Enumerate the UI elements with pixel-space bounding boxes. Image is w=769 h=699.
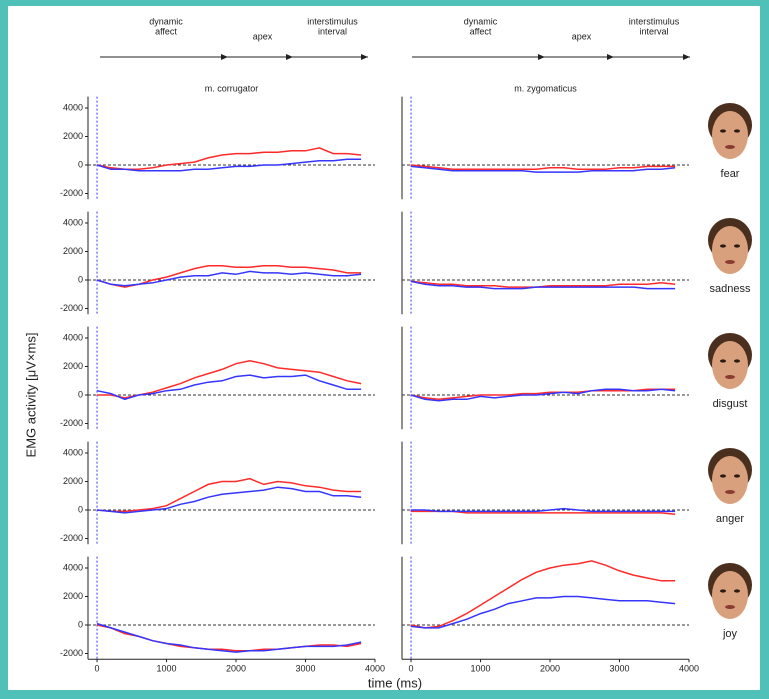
series-line bbox=[410, 164, 676, 171]
phase-label: interval bbox=[318, 26, 347, 36]
phase-label: apex bbox=[572, 31, 592, 41]
face bbox=[712, 571, 748, 619]
phase-label: interstimulus bbox=[307, 16, 358, 26]
y-tick-label: -2000 bbox=[60, 188, 83, 198]
x-tick-label: 1000 bbox=[157, 664, 177, 674]
y-tick-label: 4000 bbox=[63, 217, 83, 227]
series-line bbox=[96, 622, 362, 653]
series-line bbox=[96, 158, 362, 172]
phase-label: apex bbox=[253, 31, 273, 41]
face-mouth bbox=[725, 490, 735, 494]
face-mouth bbox=[725, 605, 735, 609]
y-tick-label: 4000 bbox=[63, 332, 83, 342]
face-eye bbox=[734, 129, 740, 133]
face-mouth bbox=[725, 145, 735, 149]
face-mouth bbox=[725, 260, 735, 264]
face-eye bbox=[734, 244, 740, 248]
panel-title: m. corrugator bbox=[205, 83, 259, 93]
y-tick-label: 2000 bbox=[63, 361, 83, 371]
phase-label: dynamic bbox=[464, 16, 498, 26]
emotion-label: anger bbox=[716, 513, 744, 525]
y-tick-label: -2000 bbox=[60, 418, 83, 428]
y-tick-label: 4000 bbox=[63, 447, 83, 457]
face-eye bbox=[734, 359, 740, 363]
emotion-label: disgust bbox=[713, 398, 748, 410]
series-line bbox=[96, 374, 362, 401]
x-tick-label: 0 bbox=[95, 664, 100, 674]
face-eye bbox=[720, 359, 726, 363]
x-tick-label: 2000 bbox=[226, 664, 246, 674]
y-tick-label: 0 bbox=[78, 504, 83, 514]
x-tick-label: 4000 bbox=[679, 664, 699, 674]
series-line bbox=[96, 477, 362, 513]
phase-label: affect bbox=[470, 26, 492, 36]
series-line bbox=[411, 507, 676, 513]
x-tick-label: 3000 bbox=[609, 664, 629, 674]
y-tick-label: 0 bbox=[78, 274, 83, 284]
y-tick-label: 0 bbox=[78, 389, 83, 399]
y-tick-label: 4000 bbox=[63, 562, 83, 572]
y-tick-label: 2000 bbox=[63, 131, 83, 141]
y-tick-label: -2000 bbox=[60, 648, 83, 658]
x-tick-label: 1000 bbox=[471, 664, 491, 674]
emotion-label: fear bbox=[721, 168, 740, 180]
face bbox=[712, 111, 748, 159]
series-line bbox=[410, 388, 676, 402]
emotion-label: joy bbox=[722, 628, 738, 640]
face bbox=[712, 456, 748, 504]
panel-title: m. zygomaticus bbox=[514, 83, 577, 93]
face-mouth bbox=[725, 375, 735, 379]
y-tick-label: 0 bbox=[78, 619, 83, 629]
face-eye bbox=[720, 474, 726, 478]
y-tick-label: 0 bbox=[78, 159, 83, 169]
phase-label: interstimulus bbox=[629, 16, 680, 26]
y-tick-label: -2000 bbox=[60, 303, 83, 313]
series-line bbox=[410, 280, 676, 290]
series-line bbox=[96, 486, 362, 514]
x-tick-label: 2000 bbox=[540, 664, 560, 674]
face bbox=[712, 226, 748, 274]
x-tick-label: 0 bbox=[409, 664, 414, 674]
y-tick-label: 4000 bbox=[63, 102, 83, 112]
face-eye bbox=[734, 589, 740, 593]
phase-label: dynamic bbox=[149, 16, 183, 26]
y-tick-label: 2000 bbox=[63, 246, 83, 256]
series-line bbox=[410, 165, 676, 173]
figure-background bbox=[8, 6, 760, 690]
x-axis-label: time (ms) bbox=[368, 675, 422, 690]
y-tick-label: 2000 bbox=[63, 476, 83, 486]
phase-label: affect bbox=[155, 26, 177, 36]
series-line bbox=[410, 595, 676, 629]
y-axis-label: EMG activity [μV×ms] bbox=[23, 333, 38, 458]
face-eye bbox=[720, 129, 726, 133]
x-tick-label: 3000 bbox=[295, 664, 315, 674]
face bbox=[712, 341, 748, 389]
face-eye bbox=[720, 589, 726, 593]
x-tick-label: 4000 bbox=[365, 664, 385, 674]
series-line bbox=[96, 270, 362, 287]
emotion-label: sadness bbox=[710, 283, 751, 295]
y-tick-label: 2000 bbox=[63, 591, 83, 601]
y-tick-label: -2000 bbox=[60, 533, 83, 543]
series-line bbox=[410, 560, 676, 629]
series-line bbox=[96, 147, 362, 171]
phase-label: interval bbox=[639, 26, 668, 36]
face-eye bbox=[734, 474, 740, 478]
face-eye bbox=[720, 244, 726, 248]
